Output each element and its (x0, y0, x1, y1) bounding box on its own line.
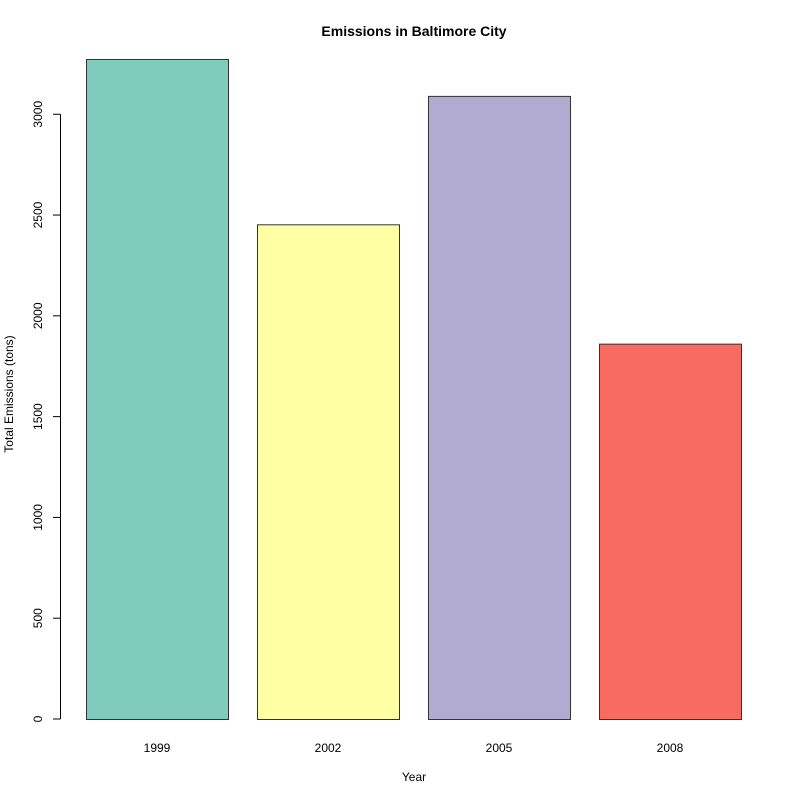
bar-2002 (257, 224, 400, 721)
x-axis-label: Year (402, 770, 426, 784)
x-tick-label-1999: 1999 (144, 741, 171, 755)
y-tick-label-3000: 3000 (31, 101, 45, 128)
y-tick-label-1500: 1500 (31, 403, 45, 430)
bar-1999 (86, 59, 229, 720)
chart-title: Emissions in Baltimore City (321, 23, 506, 39)
x-tick-label-2002: 2002 (315, 741, 342, 755)
y-tick-label-2500: 2500 (31, 201, 45, 228)
y-tick-label-500: 500 (31, 608, 45, 628)
y-tick-label-0: 0 (31, 715, 45, 722)
y-tick-label-1000: 1000 (31, 504, 45, 531)
bar-2005 (428, 95, 571, 721)
y-axis-label: Total Emissions (tons) (2, 335, 16, 452)
y-tick-label-2000: 2000 (31, 302, 45, 329)
bars-group (86, 59, 742, 721)
bar-2008 (599, 343, 742, 720)
y-axis: 0 500 1000 1500 2000 2500 3000 (31, 101, 61, 722)
x-tick-labels: 1999 2002 2005 2008 (144, 741, 684, 755)
x-tick-label-2008: 2008 (657, 741, 684, 755)
x-tick-label-2005: 2005 (486, 741, 513, 755)
